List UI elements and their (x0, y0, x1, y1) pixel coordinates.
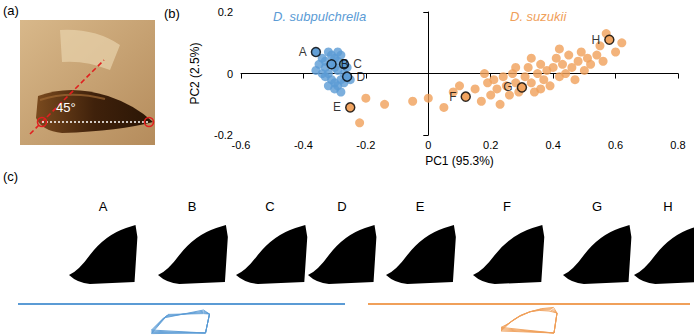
svg-text:D: D (337, 199, 346, 214)
svg-text:E: E (333, 100, 341, 114)
svg-text:(a): (a) (3, 3, 19, 18)
svg-text:0.8: 0.8 (670, 139, 685, 151)
svg-text:B: B (341, 57, 349, 71)
svg-text:(c): (c) (3, 169, 18, 184)
svg-text:G: G (503, 80, 512, 94)
svg-text:C: C (265, 199, 274, 214)
svg-text:A: A (299, 45, 307, 59)
svg-text:D. subpulchrella: D. subpulchrella (273, 9, 366, 24)
svg-text:C: C (353, 57, 362, 72)
svg-text:45°: 45° (56, 100, 76, 115)
svg-text:0: 0 (227, 68, 233, 80)
svg-text:H: H (663, 199, 672, 214)
svg-text:(b): (b) (164, 6, 180, 21)
svg-text:0.2: 0.2 (218, 6, 233, 18)
svg-text:-0.2: -0.2 (356, 139, 375, 151)
svg-text:F: F (449, 90, 456, 104)
svg-text:F: F (503, 199, 511, 214)
svg-text:D: D (356, 70, 365, 84)
svg-text:D. suzukii: D. suzukii (510, 9, 567, 24)
svg-text:0.2: 0.2 (483, 139, 498, 151)
svg-text:-0.4: -0.4 (294, 139, 313, 151)
svg-text:PC2 (2.5%): PC2 (2.5%) (188, 43, 202, 105)
svg-text:G: G (592, 199, 602, 214)
svg-text:E: E (416, 199, 425, 214)
svg-text:H: H (591, 33, 600, 47)
svg-text:PC1 (95.3%): PC1 (95.3%) (425, 154, 494, 168)
svg-text:-0.6: -0.6 (232, 139, 251, 151)
svg-text:-0.2: -0.2 (214, 129, 233, 141)
svg-text:A: A (99, 199, 108, 214)
svg-text:0: 0 (425, 139, 431, 151)
svg-text:0.6: 0.6 (608, 139, 623, 151)
svg-text:0.4: 0.4 (545, 139, 560, 151)
svg-text:B: B (188, 199, 197, 214)
